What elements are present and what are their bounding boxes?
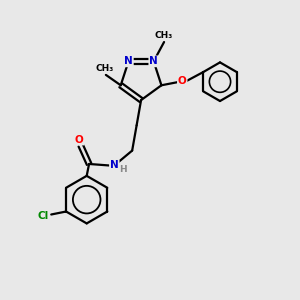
- Text: N: N: [124, 56, 133, 66]
- Text: Cl: Cl: [37, 211, 49, 221]
- Text: N: N: [110, 160, 119, 170]
- Text: H: H: [119, 165, 127, 174]
- Text: CH₃: CH₃: [95, 64, 113, 73]
- Text: O: O: [178, 76, 187, 86]
- Text: O: O: [75, 135, 84, 145]
- Text: N: N: [149, 56, 158, 66]
- Text: CH₃: CH₃: [155, 31, 173, 40]
